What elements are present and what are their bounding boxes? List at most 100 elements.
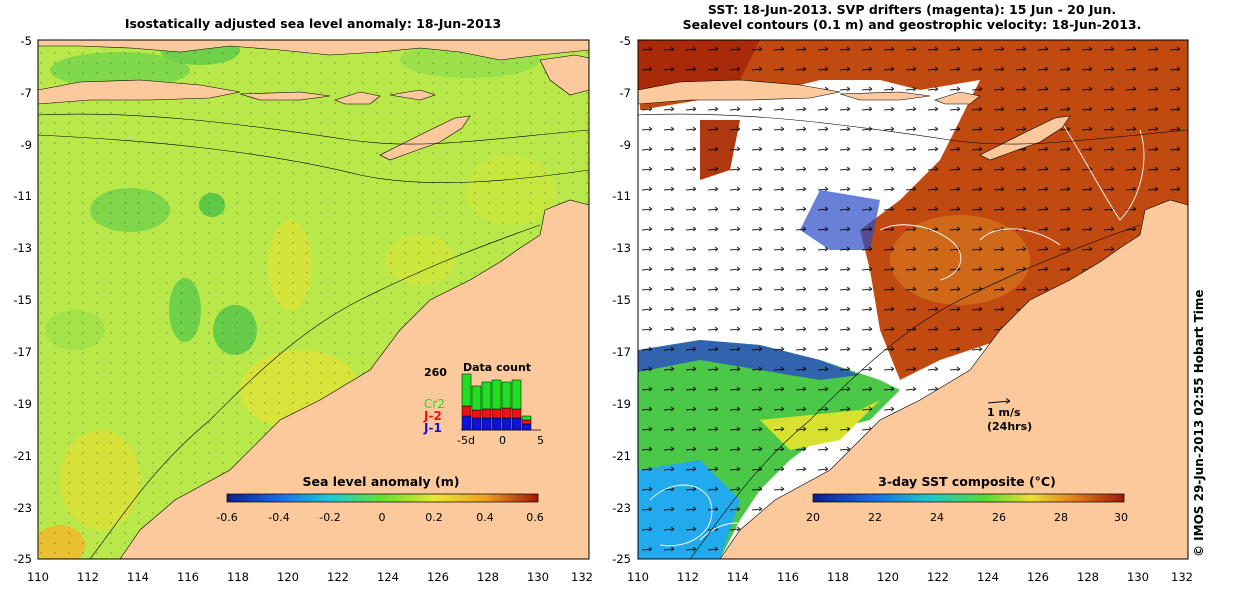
left-y-tick: -19 bbox=[13, 397, 32, 411]
land bbox=[38, 40, 589, 559]
right-title-line2: Sealevel contours (0.1 m) and geostrophi… bbox=[683, 17, 1142, 32]
left-frame bbox=[37, 39, 590, 560]
left-x-tick: 130 bbox=[527, 570, 549, 584]
left-x-tick: 124 bbox=[377, 570, 399, 584]
data-count-bar bbox=[461, 405, 472, 417]
left-x-tick: 126 bbox=[427, 570, 449, 584]
contour bbox=[38, 134, 589, 183]
data-count-bar bbox=[491, 408, 502, 419]
legend-j1: J-1 bbox=[423, 421, 442, 435]
data-count-bar bbox=[511, 379, 522, 410]
sla-cb-tick: -0.4 bbox=[268, 511, 289, 524]
data-count-bar bbox=[471, 385, 482, 411]
data-count-bars bbox=[461, 373, 532, 431]
right-y-tick: -9 bbox=[620, 138, 631, 152]
left-x-tick: 112 bbox=[77, 570, 99, 584]
left-y-tick: -11 bbox=[13, 189, 32, 203]
copyright: © IMOS 29-Jun-2013 02:55 Hobart Time bbox=[1192, 289, 1206, 557]
left-y-tick: -15 bbox=[13, 293, 32, 307]
data-count-bar bbox=[501, 381, 512, 409]
data-count-bar bbox=[511, 408, 522, 419]
right-x-tick: 118 bbox=[827, 570, 849, 584]
right-x-tick: 128 bbox=[1077, 570, 1099, 584]
right-y-tick: -13 bbox=[612, 241, 631, 255]
left-y-axis: -5 -7 -9 -11 -13 -15 -17 -19 -21 -23 -25 bbox=[13, 34, 32, 566]
right-y-tick: -11 bbox=[612, 189, 631, 203]
data-count-bar bbox=[521, 419, 532, 425]
data-count-bar bbox=[521, 423, 532, 431]
right-x-tick: 120 bbox=[877, 570, 899, 584]
sla-cb-tick: 0 bbox=[379, 511, 386, 524]
right-x-tick: 122 bbox=[927, 570, 949, 584]
sst-colorbar: 3-day SST composite (°C) 20 22 24 26 28 … bbox=[806, 474, 1128, 524]
scale-arrow bbox=[987, 400, 1011, 404]
sla-cb-tick: -0.2 bbox=[319, 511, 340, 524]
left-x-axis: 110 112 114 116 118 120 122 124 126 128 … bbox=[27, 570, 593, 584]
sla-cb-tick: -0.6 bbox=[216, 511, 237, 524]
data-count-inset: 260 Data count Cr2 J-2 J-1 -5d 0 5 bbox=[423, 361, 544, 447]
sla-cb-tick: 0.4 bbox=[476, 511, 494, 524]
data-count-bar bbox=[481, 417, 492, 431]
legend-cr2: Cr2 bbox=[424, 397, 445, 411]
data-count-bar bbox=[461, 415, 472, 431]
data-count-bar bbox=[501, 407, 512, 419]
data-count-bar bbox=[461, 373, 472, 407]
right-x-tick: 124 bbox=[977, 570, 999, 584]
data-count-tick: 0 bbox=[499, 434, 506, 447]
right-y-tick: -17 bbox=[612, 345, 631, 359]
left-x-tick: 116 bbox=[177, 570, 199, 584]
left-y-tick: -7 bbox=[21, 86, 32, 100]
sla-cb-tick: 0.6 bbox=[526, 511, 544, 524]
data-count-bar bbox=[471, 409, 482, 419]
left-x-tick: 120 bbox=[277, 570, 299, 584]
left-y-tick: -9 bbox=[21, 138, 32, 152]
sst-cb-tick: 26 bbox=[992, 511, 1006, 524]
right-y-tick: -7 bbox=[620, 86, 631, 100]
contour bbox=[89, 224, 541, 559]
right-x-tick: 132 bbox=[1171, 570, 1193, 584]
data-count-bar bbox=[471, 417, 482, 431]
right-y-tick: -25 bbox=[612, 552, 631, 566]
scale-sub: (24hrs) bbox=[987, 420, 1032, 433]
legend-j2: J-2 bbox=[423, 409, 442, 423]
right-x-tick: 114 bbox=[727, 570, 749, 584]
data-count-bar bbox=[481, 381, 492, 410]
sst-cb-tick: 24 bbox=[930, 511, 944, 524]
right-x-tick: 110 bbox=[627, 570, 649, 584]
data-count-bar bbox=[521, 415, 532, 421]
sla-colorbar: Sea level anomaly (m) -0.6 -0.4 -0.2 0 0… bbox=[216, 474, 543, 524]
right-x-tick: 112 bbox=[677, 570, 699, 584]
sea-level-contours bbox=[649, 119, 1145, 547]
right-y-tick: -19 bbox=[612, 397, 631, 411]
sst-cb-tick: 22 bbox=[868, 511, 882, 524]
left-x-tick: 118 bbox=[227, 570, 249, 584]
left-x-tick: 114 bbox=[127, 570, 149, 584]
right-x-tick: 130 bbox=[1127, 570, 1149, 584]
data-count-bar bbox=[511, 417, 522, 431]
scale-arrowhead bbox=[1005, 398, 1011, 404]
sst-colorbar-ramp bbox=[812, 493, 1125, 503]
left-x-tick: 122 bbox=[327, 570, 349, 584]
left-x-tick: 128 bbox=[477, 570, 499, 584]
right-x-tick: 116 bbox=[777, 570, 799, 584]
left-x-tick: 110 bbox=[27, 570, 49, 584]
right-y-tick: -5 bbox=[620, 34, 631, 48]
sst-map bbox=[638, 40, 1188, 559]
data-count-tick: -5d bbox=[457, 434, 475, 447]
sla-map bbox=[38, 40, 589, 559]
sst-cb-tick: 20 bbox=[806, 511, 820, 524]
right-x-axis: 110 112 114 116 118 120 122 124 126 128 … bbox=[627, 570, 1193, 584]
data-count-bar bbox=[481, 408, 492, 419]
data-count-bar bbox=[491, 417, 502, 431]
data-count-tick: 5 bbox=[537, 434, 544, 447]
right-y-tick: -15 bbox=[612, 293, 631, 307]
sst-cb-tick: 28 bbox=[1054, 511, 1068, 524]
sla-colorbar-label: Sea level anomaly (m) bbox=[303, 474, 460, 489]
left-y-tick: -17 bbox=[13, 345, 32, 359]
right-x-tick: 126 bbox=[1027, 570, 1049, 584]
left-title: Isostatically adjusted sea level anomaly… bbox=[125, 16, 501, 31]
left-y-tick: -21 bbox=[13, 449, 32, 463]
contour bbox=[38, 113, 589, 145]
sla-colorbar-ramp bbox=[226, 493, 539, 503]
contour bbox=[638, 113, 1188, 145]
